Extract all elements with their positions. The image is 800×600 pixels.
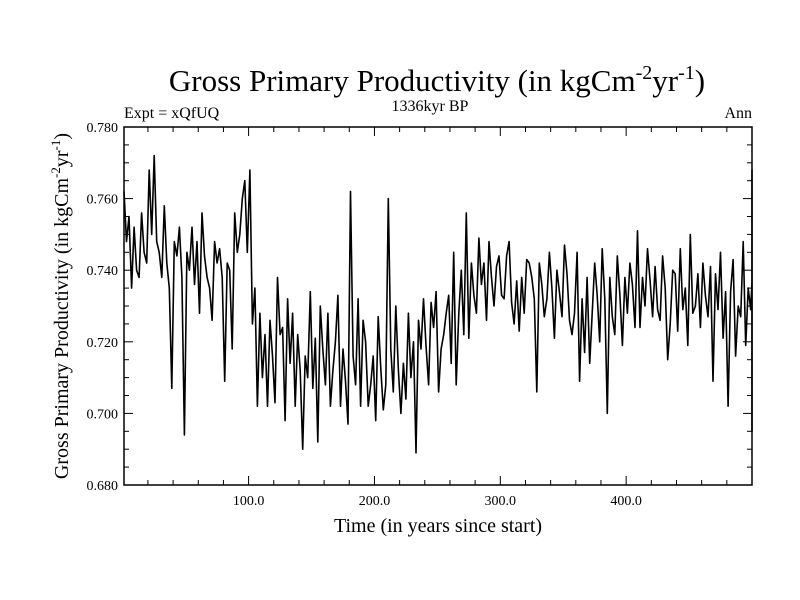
series-line-gpp bbox=[123, 154, 753, 454]
y-tick-label: 0.680 bbox=[87, 479, 119, 494]
x-axis-label: Time (in years since start) bbox=[334, 515, 542, 537]
y-tick-label: 0.720 bbox=[87, 336, 119, 351]
y-tick-label: 0.760 bbox=[87, 193, 119, 208]
x-tick-label: 400.0 bbox=[610, 494, 642, 509]
experiment-label: Expt = xQfUQ bbox=[124, 105, 220, 122]
y-axis-label: Gross Primary Productivity (in kgCm-2yr-… bbox=[48, 133, 73, 479]
x-tick-label: 100.0 bbox=[233, 494, 265, 509]
y-tick-label: 0.780 bbox=[87, 121, 119, 136]
y-tick-label: 0.700 bbox=[87, 407, 119, 422]
season-label: Ann bbox=[724, 105, 752, 122]
period-label: 1336kyr BP bbox=[392, 98, 469, 115]
plot-frame bbox=[123, 126, 753, 486]
axis-tick-labels: 100.0 200.0 300.0 400.0 0.680 0.700 0.720 0.740… bbox=[87, 121, 642, 509]
x-tick-label: 300.0 bbox=[485, 494, 517, 509]
y-tick-label: 0.740 bbox=[87, 264, 119, 279]
x-tick-label: 200.0 bbox=[359, 494, 391, 509]
chart-title: Gross Primary Productivity (in kgCm-2yr-… bbox=[169, 62, 705, 98]
